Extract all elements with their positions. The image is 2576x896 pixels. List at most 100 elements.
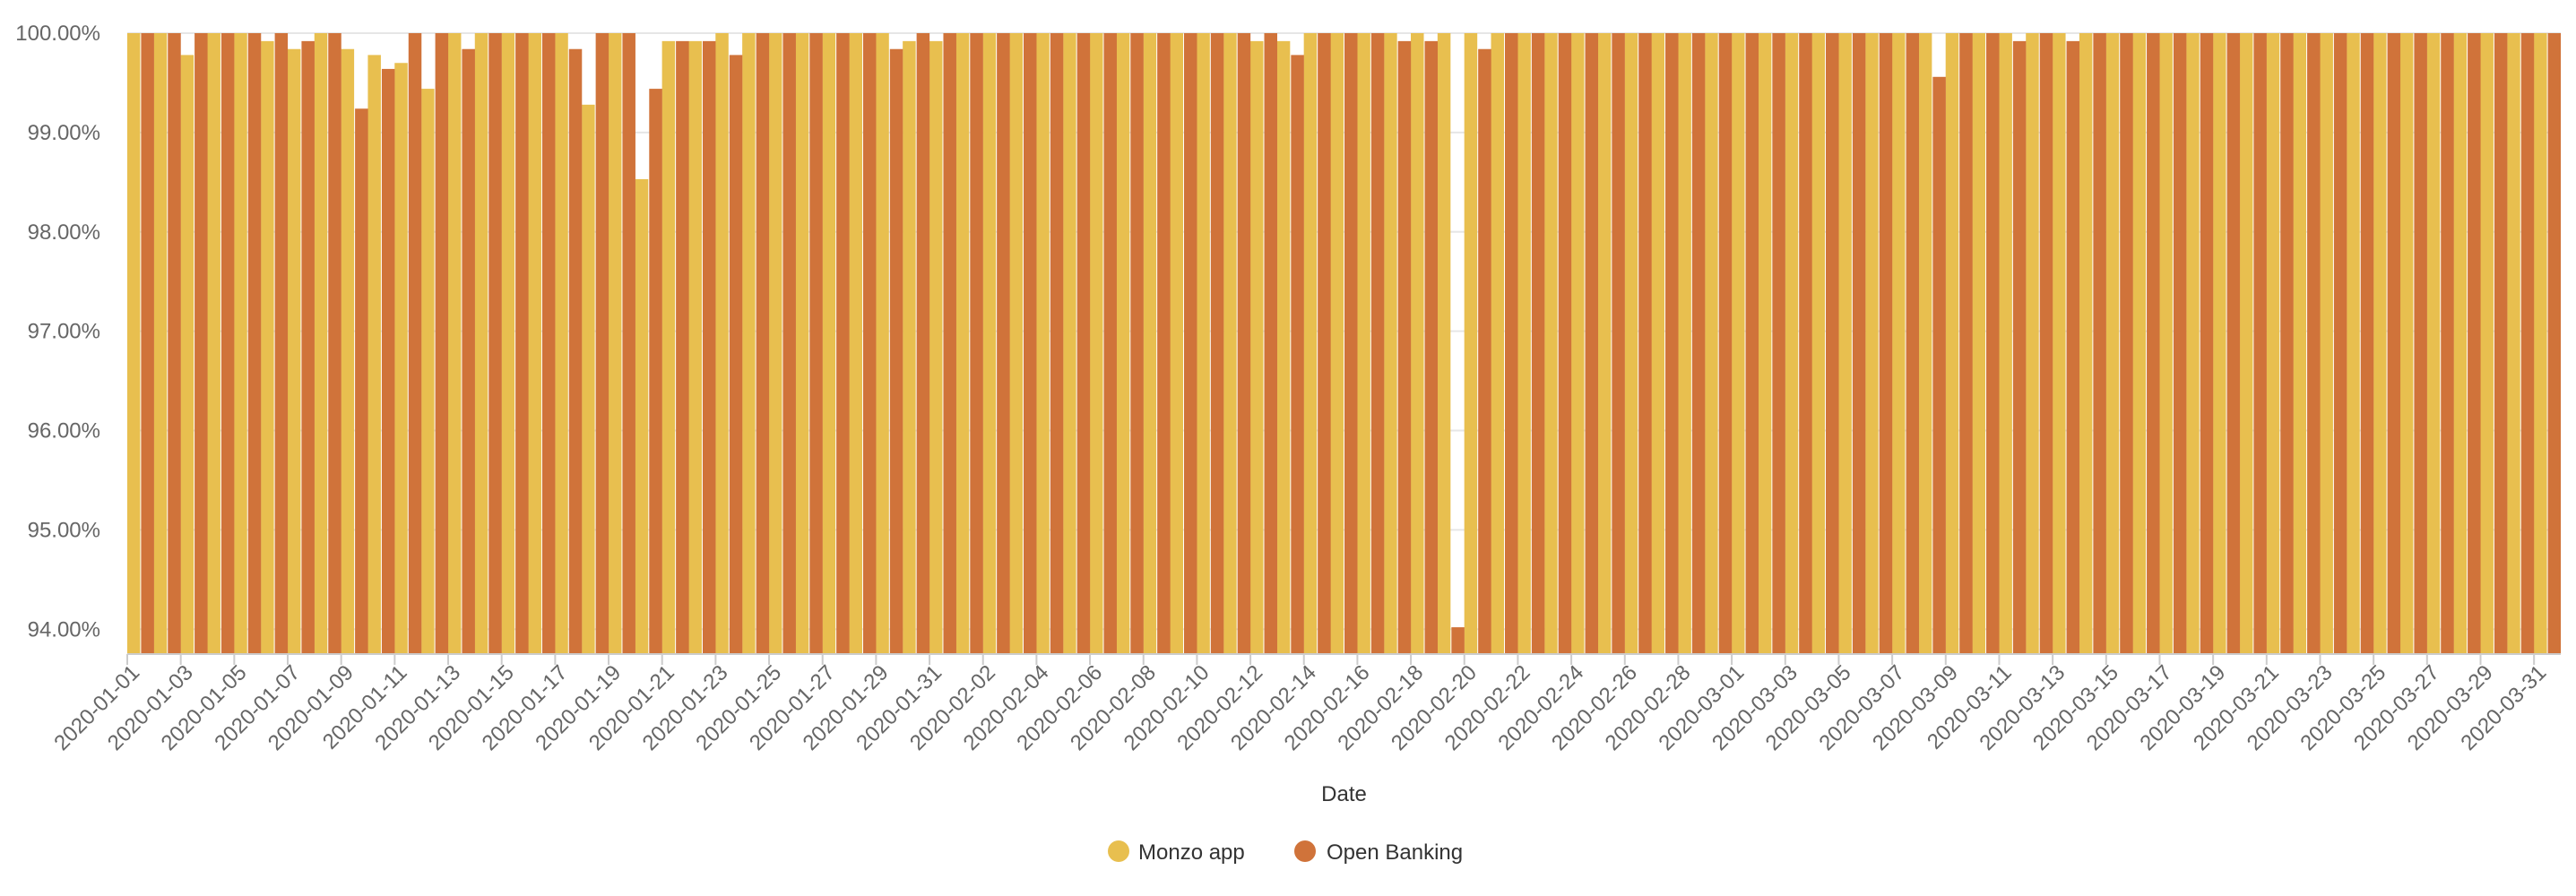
bar-open-banking[interactable]	[1451, 627, 1465, 654]
bar-monzo-app[interactable]	[1330, 33, 1344, 654]
bar-open-banking[interactable]	[1076, 33, 1091, 654]
bar-monzo-app[interactable]	[1571, 33, 1585, 654]
bar-open-banking[interactable]	[2333, 33, 2347, 654]
bar-open-banking[interactable]	[2360, 33, 2374, 654]
bar-monzo-app[interactable]	[1089, 33, 1103, 654]
bar-open-banking[interactable]	[997, 33, 1010, 654]
bar-open-banking[interactable]	[1370, 33, 1385, 654]
bar-open-banking[interactable]	[1852, 33, 1866, 654]
bar-open-banking[interactable]	[1691, 33, 1706, 654]
bar-monzo-app[interactable]	[2132, 33, 2147, 654]
bar-monzo-app[interactable]	[1651, 33, 1665, 654]
bar-open-banking[interactable]	[782, 33, 796, 654]
bar-monzo-app[interactable]	[341, 48, 355, 655]
bar-monzo-app[interactable]	[180, 55, 194, 654]
bar-open-banking[interactable]	[2441, 33, 2454, 654]
bar-monzo-app[interactable]	[1036, 33, 1050, 654]
bar-open-banking[interactable]	[488, 33, 502, 654]
bar-open-banking[interactable]	[1318, 33, 1331, 654]
bar-monzo-app[interactable]	[528, 33, 541, 654]
bar-open-banking[interactable]	[168, 33, 181, 654]
bar-monzo-app[interactable]	[582, 104, 595, 654]
bar-open-banking[interactable]	[756, 33, 770, 654]
bar-open-banking[interactable]	[622, 33, 635, 654]
bar-monzo-app[interactable]	[1491, 33, 1505, 654]
bar-monzo-app[interactable]	[2079, 33, 2093, 654]
bar-monzo-app[interactable]	[1464, 33, 1478, 654]
bar-open-banking[interactable]	[1424, 40, 1439, 655]
bar-monzo-app[interactable]	[126, 33, 141, 654]
bar-monzo-app[interactable]	[768, 33, 782, 654]
bar-open-banking[interactable]	[1772, 33, 1785, 654]
bar-open-banking[interactable]	[1050, 33, 1064, 654]
bar-open-banking[interactable]	[809, 33, 823, 654]
bar-monzo-app[interactable]	[1972, 33, 1986, 654]
bar-monzo-app[interactable]	[929, 40, 943, 655]
bar-monzo-app[interactable]	[2266, 33, 2280, 654]
bar-monzo-app[interactable]	[394, 63, 408, 654]
bar-open-banking[interactable]	[676, 40, 689, 655]
bar-monzo-app[interactable]	[715, 33, 729, 654]
bar-open-banking[interactable]	[462, 48, 475, 655]
bar-open-banking[interactable]	[1745, 33, 1759, 654]
bar-monzo-app[interactable]	[795, 33, 809, 654]
bar-open-banking[interactable]	[970, 33, 983, 654]
bar-monzo-app[interactable]	[1811, 33, 1826, 654]
bar-monzo-app[interactable]	[2320, 33, 2333, 654]
bar-monzo-app[interactable]	[2293, 33, 2307, 654]
bar-open-banking[interactable]	[2414, 33, 2427, 654]
bar-monzo-app[interactable]	[287, 48, 301, 655]
bar-monzo-app[interactable]	[1918, 33, 1932, 654]
bar-monzo-app[interactable]	[1197, 33, 1210, 654]
bar-monzo-app[interactable]	[1865, 33, 1879, 654]
bar-monzo-app[interactable]	[153, 33, 168, 654]
bar-open-banking[interactable]	[1478, 48, 1491, 655]
bar-open-banking[interactable]	[2066, 40, 2080, 655]
bar-monzo-app[interactable]	[1838, 33, 1852, 654]
bar-monzo-app[interactable]	[1303, 33, 1318, 654]
bar-monzo-app[interactable]	[501, 33, 515, 654]
bar-monzo-app[interactable]	[474, 33, 488, 654]
bar-open-banking[interactable]	[2039, 33, 2053, 654]
bar-open-banking[interactable]	[1505, 33, 1518, 654]
bar-monzo-app[interactable]	[608, 33, 622, 654]
bar-open-banking[interactable]	[1612, 33, 1625, 654]
bar-monzo-app[interactable]	[1143, 33, 1157, 654]
bar-monzo-app[interactable]	[207, 33, 220, 654]
bar-open-banking[interactable]	[2200, 33, 2214, 654]
bar-monzo-app[interactable]	[1249, 40, 1264, 655]
bar-monzo-app[interactable]	[955, 33, 970, 654]
bar-monzo-app[interactable]	[1063, 33, 1076, 654]
bar-open-banking[interactable]	[2520, 33, 2535, 654]
legend-label[interactable]: Monzo app	[1138, 840, 1245, 865]
bar-open-banking[interactable]	[1558, 33, 1572, 654]
bar-open-banking[interactable]	[2147, 33, 2160, 654]
bar-monzo-app[interactable]	[1624, 33, 1638, 654]
legend-label[interactable]: Open Banking	[1327, 840, 1463, 865]
bar-open-banking[interactable]	[1959, 33, 1973, 654]
bar-open-banking[interactable]	[2387, 33, 2401, 654]
bar-monzo-app[interactable]	[2373, 33, 2387, 654]
bar-open-banking[interactable]	[247, 33, 262, 654]
bar-monzo-app[interactable]	[1945, 33, 1959, 654]
bar-open-banking[interactable]	[649, 89, 662, 655]
bar-monzo-app[interactable]	[2534, 33, 2547, 654]
bar-open-banking[interactable]	[2226, 33, 2241, 654]
bar-monzo-app[interactable]	[1411, 33, 1424, 654]
bar-open-banking[interactable]	[515, 33, 529, 654]
bar-monzo-app[interactable]	[742, 33, 756, 654]
bar-monzo-app[interactable]	[876, 33, 889, 654]
bar-monzo-app[interactable]	[367, 55, 381, 654]
bar-monzo-app[interactable]	[1732, 33, 1745, 654]
bar-monzo-app[interactable]	[2239, 33, 2253, 654]
legend-marker[interactable]	[1108, 840, 1129, 862]
bar-open-banking[interactable]	[1638, 33, 1652, 654]
bar-open-banking[interactable]	[1986, 33, 2000, 654]
bar-monzo-app[interactable]	[1785, 33, 1799, 654]
bar-monzo-app[interactable]	[1597, 33, 1612, 654]
bar-open-banking[interactable]	[1130, 33, 1144, 654]
bar-open-banking[interactable]	[274, 33, 289, 654]
bar-open-banking[interactable]	[194, 33, 208, 654]
bar-open-banking[interactable]	[1585, 33, 1599, 654]
bar-open-banking[interactable]	[916, 33, 930, 654]
